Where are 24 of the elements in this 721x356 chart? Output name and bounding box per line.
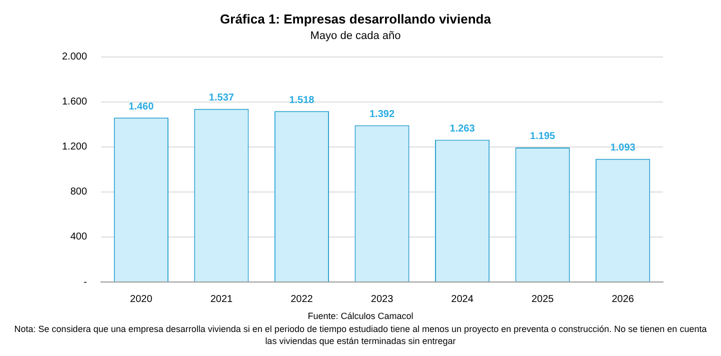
text: Nota: Se considera que una empresa desarrolla vivienda si en el periodo de tiempo estudiado tiene al menos un proyecto en preventa o construcción. No se tienen en cuenta las viviendas que están terminadas sin entregar bbox=[13, 323, 708, 347]
data-label: 1.392 bbox=[369, 109, 395, 120]
y-tick-label: 800 bbox=[70, 186, 88, 198]
x-tick-label: 2024 bbox=[451, 294, 474, 305]
source-note: Fuente: Cálculos Camacol bbox=[306, 310, 414, 322]
data-label: 1.537 bbox=[208, 92, 234, 104]
chart-title: Gráfica 1: Empresas desarrollando vivienda bbox=[220, 11, 492, 26]
data-label: 1.263 bbox=[450, 124, 476, 135]
data-label: 1.518 bbox=[289, 94, 315, 106]
x-tick-label: 2022 bbox=[290, 294, 314, 305]
data-label: 1.093 bbox=[610, 142, 636, 154]
x-tick-label: 2021 bbox=[210, 294, 234, 305]
x-tick-label: 2023 bbox=[370, 294, 394, 305]
chart-subtitle: Mayo de cada año bbox=[310, 30, 401, 42]
x-tick-label: 2020 bbox=[130, 294, 153, 305]
y-tick-label: 2.000 bbox=[62, 52, 88, 63]
x-tick-label: 2026 bbox=[612, 294, 634, 305]
data-label: 1.195 bbox=[530, 131, 556, 142]
y-tick-label: 1.200 bbox=[62, 142, 88, 153]
y-tick-label: - bbox=[84, 276, 88, 288]
x-tick-label: 2025 bbox=[531, 294, 554, 305]
y-tick-label: 1.600 bbox=[62, 96, 88, 108]
y-tick-label: 400 bbox=[70, 232, 88, 243]
data-label: 1.460 bbox=[128, 101, 154, 112]
